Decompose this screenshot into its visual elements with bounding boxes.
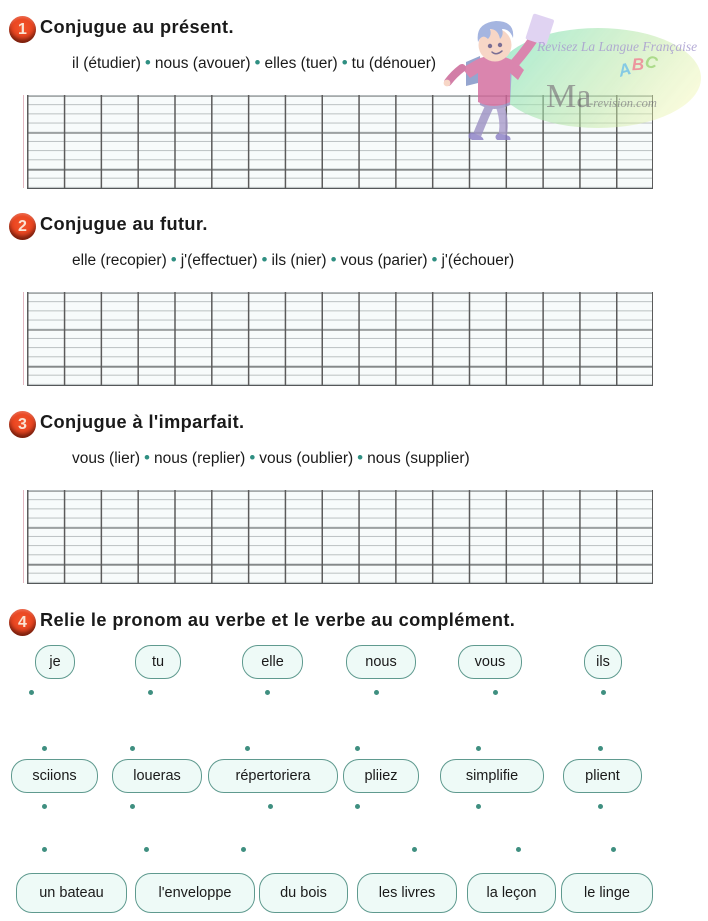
svg-text:B: B [631, 55, 644, 74]
svg-text:C: C [643, 52, 660, 73]
svg-text:A: A [615, 59, 633, 81]
svg-text:Revisez La Langue Française: Revisez La Langue Française [536, 39, 697, 54]
